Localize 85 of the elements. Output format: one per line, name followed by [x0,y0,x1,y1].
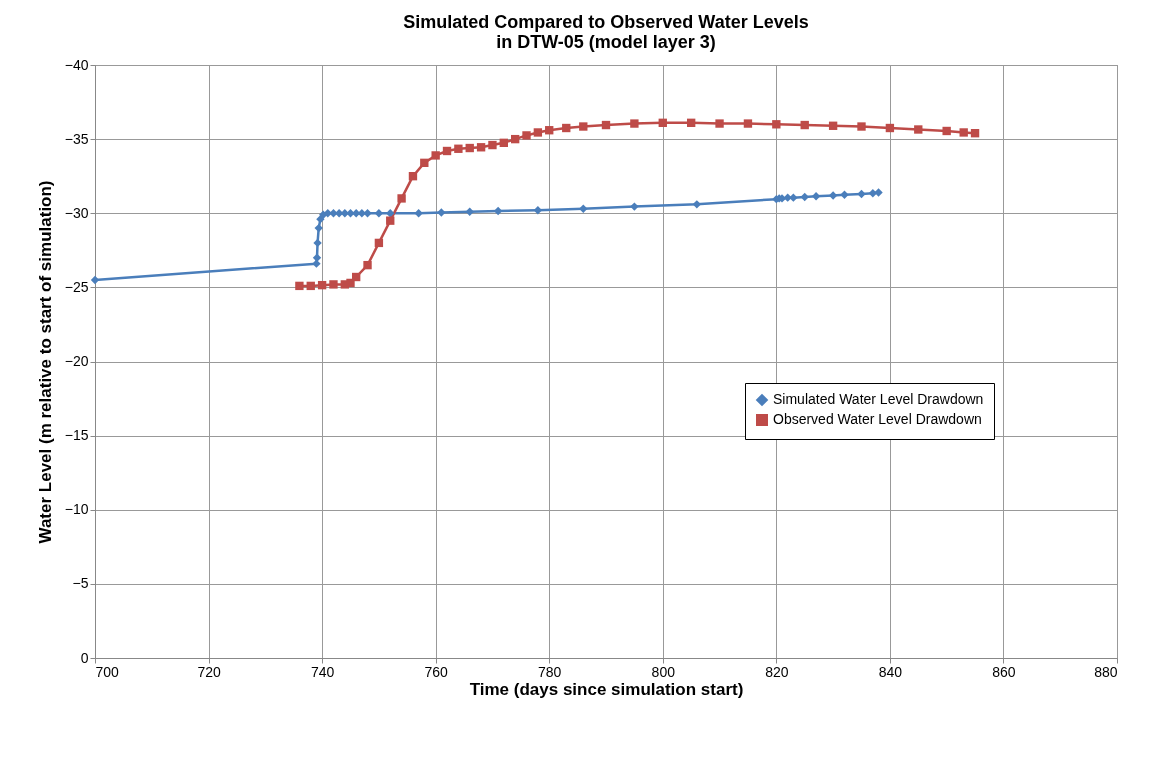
point [828,191,838,200]
point [800,192,809,202]
point [970,129,980,138]
x-tick-label: 840 [878,663,903,680]
point [488,140,497,150]
point [363,209,372,218]
point [811,192,821,201]
y-tick-label: −25 [64,278,89,295]
point [601,120,611,130]
y-tick-label: −30 [64,204,89,221]
point [454,144,463,153]
point [959,128,968,137]
point [374,238,384,248]
point [828,121,838,130]
point [686,118,696,127]
point [313,238,322,248]
point [312,259,321,268]
point [545,126,554,135]
point [885,123,895,133]
point [692,200,702,209]
point [408,172,418,181]
point [562,123,571,133]
point [312,253,322,262]
x-tick-label: 800 [651,663,676,680]
point [306,281,315,291]
legend-label: Observed Water Level Drawdown [773,411,982,427]
point [522,131,531,140]
y-tick-label: −20 [64,353,89,369]
x-tick-label: 860 [992,663,1016,680]
point [715,119,724,128]
point [789,193,798,202]
point [346,278,355,288]
point [386,209,395,218]
point [743,119,753,128]
point [579,204,588,213]
point [942,126,951,136]
point [510,134,520,144]
y-tick-label: −15 [64,427,89,444]
point [420,158,429,168]
point [414,209,423,218]
point [476,143,486,152]
y-tick-label: −35 [64,130,89,147]
point [351,272,361,282]
point [465,143,474,153]
point [857,189,866,199]
y-tick-label: 0 [80,649,89,666]
point [772,120,781,129]
point [465,207,474,216]
point [397,194,406,203]
point [533,206,543,215]
point [499,138,508,148]
point [533,128,543,137]
point [314,223,323,233]
point [323,209,332,218]
legend-label: Simulated Water Level Drawdown [773,391,984,407]
point [437,208,446,217]
point [800,120,809,130]
point [914,125,923,134]
point [579,122,588,131]
chart-title: Simulated Compared to Observed Water Levels in DTW-05 (model layer 3) [403,12,809,52]
y-axis-title: Water Level (m relative to start of simulation) [35,180,55,544]
y-tick-label: −40 [64,56,89,73]
point [840,190,849,199]
y-tick-label: −5 [72,575,89,592]
point [630,202,639,211]
point [658,118,667,127]
point [442,146,452,156]
x-tick-label: 820 [765,663,789,680]
x-tick-label: 720 [197,663,221,680]
point [329,280,338,289]
point [386,216,395,225]
point [431,151,440,160]
point [857,122,866,131]
point [874,188,883,197]
point [295,281,304,291]
point [630,119,639,128]
x-tick-label: 740 [310,663,335,680]
x-tick-label: 780 [538,663,562,680]
x-axis-title: Time (days since simulation start) [469,679,744,699]
x-tick-label: 700 [95,663,120,680]
point [317,280,327,290]
point [363,260,372,270]
x-tick-label: 760 [424,663,449,680]
y-tick-label: −10 [64,501,89,518]
x-tick-label: 880 [1094,663,1118,680]
